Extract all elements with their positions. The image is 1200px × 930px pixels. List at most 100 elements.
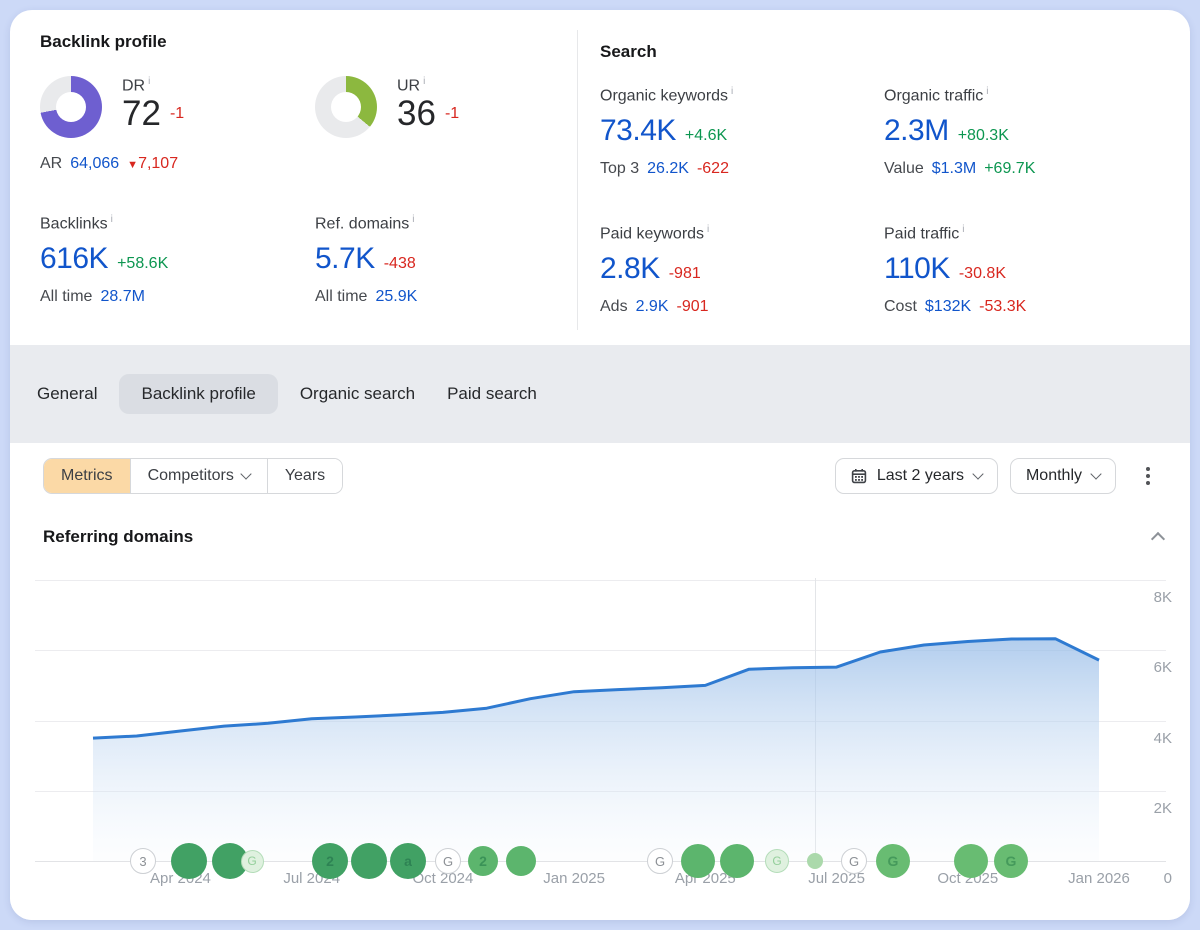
x-axis-label-jan-2026: Jan 2026 — [1068, 870, 1130, 887]
date-range-label: Last 2 years — [876, 467, 964, 484]
ur-metric: UR i 36 -1 — [315, 76, 577, 194]
info-icon[interactable]: i — [148, 76, 151, 87]
paid-traffic-label: Paid traffic i — [884, 224, 965, 243]
backlinks-metric: Backlinks i 616K +58.6K All time 28.7M — [40, 214, 315, 332]
chevron-up-icon — [1150, 531, 1166, 547]
organic-traffic-subrow: Value $1.3M +69.7K — [884, 160, 1036, 178]
backlinks-label: Backlinks i — [40, 214, 113, 233]
tab-organic-search[interactable]: Organic search — [299, 384, 416, 403]
info-icon[interactable]: i — [707, 224, 710, 235]
organic-traffic-value[interactable]: 2.3M — [884, 114, 949, 148]
chevron-down-icon — [972, 468, 984, 480]
ur-label: UR i — [397, 76, 426, 95]
organic-keywords-value[interactable]: 73.4K — [600, 114, 676, 148]
event-marker-g[interactable]: G — [240, 849, 264, 873]
ar-row: AR 64,066 ▼7,107 — [40, 155, 315, 173]
event-marker-g[interactable]: G — [647, 848, 673, 874]
event-marker[interactable] — [506, 846, 536, 876]
organic-keywords-subrow: Top 3 26.2K -622 — [600, 160, 729, 178]
collapse-panel-button[interactable] — [1148, 530, 1168, 547]
search-section: Search Organic keywords i 73.4K +4.6K Top… — [577, 30, 1190, 330]
paid-traffic-metric: Paid traffic i 110K -30.8K Cost $132K -53.3… — [884, 224, 1158, 342]
y-axis-label-2K: 2K — [1153, 799, 1172, 817]
granularity-button[interactable]: Monthly — [1009, 458, 1116, 494]
dr-metric: DR i 72 -1 AR 64,066 ▼7,107 — [40, 76, 315, 194]
y-axis-label-6K: 6K — [1153, 659, 1172, 677]
overview-stats: Backlink profile DR i 72 -1 — [10, 10, 1190, 345]
ar-label: AR — [40, 155, 63, 172]
referring-domains-panel: Referring domains 8K 6K 4K 2K 0 Apr 2024 Jul … — [10, 500, 1190, 920]
section-tabbar: General Backlink profile Organic search Pai… — [10, 345, 1190, 443]
event-marker[interactable] — [954, 844, 988, 878]
dr-donut-chart — [40, 76, 102, 138]
info-icon[interactable]: i — [412, 214, 415, 225]
dr-delta: -1 — [169, 105, 185, 123]
organic-traffic-label: Organic traffic i — [884, 86, 989, 105]
dr-label: DR i — [122, 76, 151, 95]
ref-domains-value[interactable]: 5.7K — [315, 242, 375, 276]
event-marker-g[interactable]: G — [994, 844, 1028, 878]
segment-competitors[interactable]: Competitors — [130, 459, 268, 493]
chevron-down-icon — [240, 468, 252, 480]
event-marker[interactable] — [720, 844, 754, 878]
paid-traffic-subrow: Cost $132K -53.3K — [884, 298, 1027, 316]
y-axis-label-4K: 4K — [1153, 729, 1172, 747]
view-segmented-control: Metrics Competitors Years — [43, 458, 344, 494]
y-axis-label-8K: 8K — [1153, 589, 1172, 606]
dr-value: 72 — [122, 94, 161, 134]
event-marker[interactable] — [171, 843, 207, 879]
ur-value: 36 — [397, 94, 436, 134]
paid-keywords-subrow: Ads 2.9K -901 — [600, 298, 709, 316]
ar-value[interactable]: 64,066 — [70, 155, 120, 172]
organic-traffic-metric: Organic traffic i 2.3M +80.3K Value $1.3M +… — [884, 86, 1158, 204]
chart-title: Referring domains — [43, 527, 194, 546]
gridline-6K — [35, 650, 1166, 652]
gridline-0 — [35, 861, 1166, 862]
info-icon[interactable]: i — [962, 224, 965, 235]
info-icon[interactable]: i — [423, 76, 426, 87]
event-marker[interactable] — [351, 843, 387, 879]
ref-domains-metric: Ref. domains i 5.7K -438 All time 25.9K — [315, 214, 577, 332]
event-marker-g[interactable]: G — [841, 848, 867, 874]
info-icon[interactable]: i — [731, 86, 734, 97]
event-marker-2[interactable]: 2 — [468, 846, 498, 876]
backlinks-value[interactable]: 616K — [40, 242, 109, 276]
event-marker-g[interactable]: G — [435, 848, 461, 874]
backlink-profile-section: Backlink profile DR i 72 -1 — [10, 10, 577, 345]
backlink-profile-title: Backlink profile — [40, 32, 167, 51]
ref-domains-label: Ref. domains i — [315, 214, 415, 233]
backlinks-alltime: All time 28.7M — [40, 288, 145, 306]
dashboard-card: Backlink profile DR i 72 -1 — [10, 10, 1190, 920]
paid-traffic-delta: -30.8K — [958, 265, 1006, 283]
paid-keywords-delta: -981 — [668, 265, 701, 283]
organic-keywords-delta: +4.6K — [684, 127, 728, 145]
event-marker[interactable] — [807, 853, 823, 869]
x-axis-label-oct-2025: Oct 2025 — [937, 870, 999, 887]
paid-keywords-value[interactable]: 2.8K — [600, 252, 660, 286]
date-range-button[interactable]: Last 2 years — [834, 458, 998, 494]
tab-paid-search[interactable]: Paid search — [447, 384, 537, 403]
info-icon[interactable]: i — [110, 214, 113, 225]
paid-traffic-value[interactable]: 110K — [884, 252, 950, 286]
search-title: Search — [600, 42, 657, 61]
more-options-button[interactable] — [1136, 459, 1160, 493]
event-marker[interactable] — [681, 844, 715, 878]
ur-donut-chart — [315, 76, 377, 138]
info-icon[interactable]: i — [986, 86, 989, 97]
segment-years[interactable]: Years — [267, 459, 343, 493]
granularity-label: Monthly — [1025, 467, 1082, 484]
event-marker-3[interactable]: 3 — [130, 848, 156, 874]
referring-domains-area-chart — [92, 637, 1100, 861]
calendar-icon — [851, 469, 867, 484]
segment-metrics[interactable]: Metrics — [44, 459, 131, 493]
tab-general[interactable]: General — [37, 384, 98, 403]
event-marker-a[interactable]: a — [390, 843, 426, 879]
event-marker-2[interactable]: 2 — [312, 843, 348, 879]
organic-traffic-delta: +80.3K — [957, 127, 1009, 145]
tab-backlink-profile[interactable]: Backlink profile — [119, 374, 278, 414]
event-marker-g[interactable]: G — [876, 844, 910, 878]
x-axis-label-jan-2025: Jan 2025 — [543, 870, 605, 887]
gridline-8K — [35, 580, 1166, 581]
chart-plot: 8K 6K 4K 2K 0 Apr 2024 Jul 2024 Oct 2024 Jan 20… — [35, 578, 1172, 887]
event-marker-g[interactable]: G — [765, 849, 789, 873]
